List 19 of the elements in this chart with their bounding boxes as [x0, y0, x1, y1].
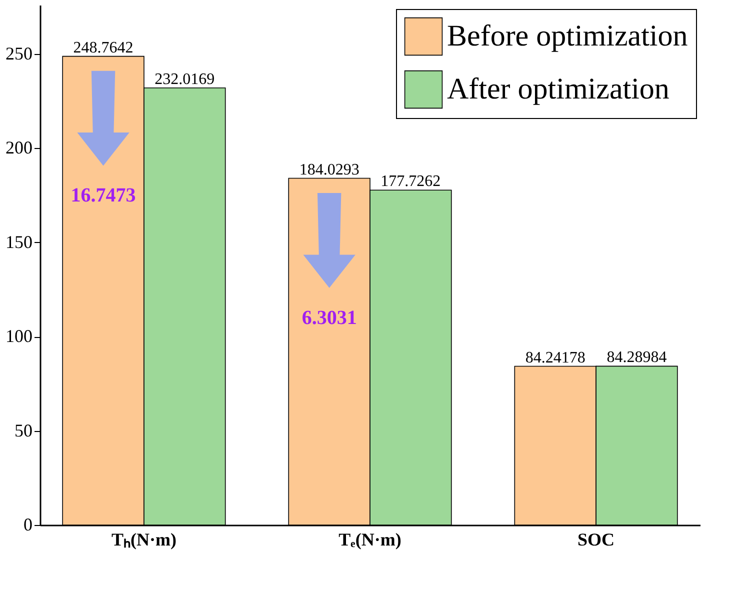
y-tick-label: 0 — [24, 514, 32, 534]
data-label: 248.7642 — [73, 39, 134, 56]
data-label: 84.24178 — [525, 349, 586, 366]
y-tick-label: 50 — [14, 420, 32, 440]
x-tick-label: Tₑ(N·m) — [338, 530, 402, 550]
annotation: 16.7473 — [70, 184, 136, 206]
y-tick-label: 250 — [6, 43, 32, 64]
data-label: 84.28984 — [606, 349, 667, 366]
data-label: 177.7262 — [380, 173, 441, 190]
y-tick-label: 150 — [6, 232, 32, 252]
y-tick-label: 200 — [6, 138, 32, 158]
y-tick-label: 100 — [6, 326, 32, 346]
data-label: 184.0293 — [299, 161, 360, 178]
annotation: 6.3031 — [302, 306, 357, 329]
data-label: 232.0169 — [154, 70, 215, 88]
legend-label: Before optimization — [447, 20, 688, 52]
x-tick-label: Tₕ(N·m) — [111, 530, 176, 550]
legend-label: After optimization — [447, 72, 670, 106]
x-tick-label: SOC — [578, 530, 615, 550]
